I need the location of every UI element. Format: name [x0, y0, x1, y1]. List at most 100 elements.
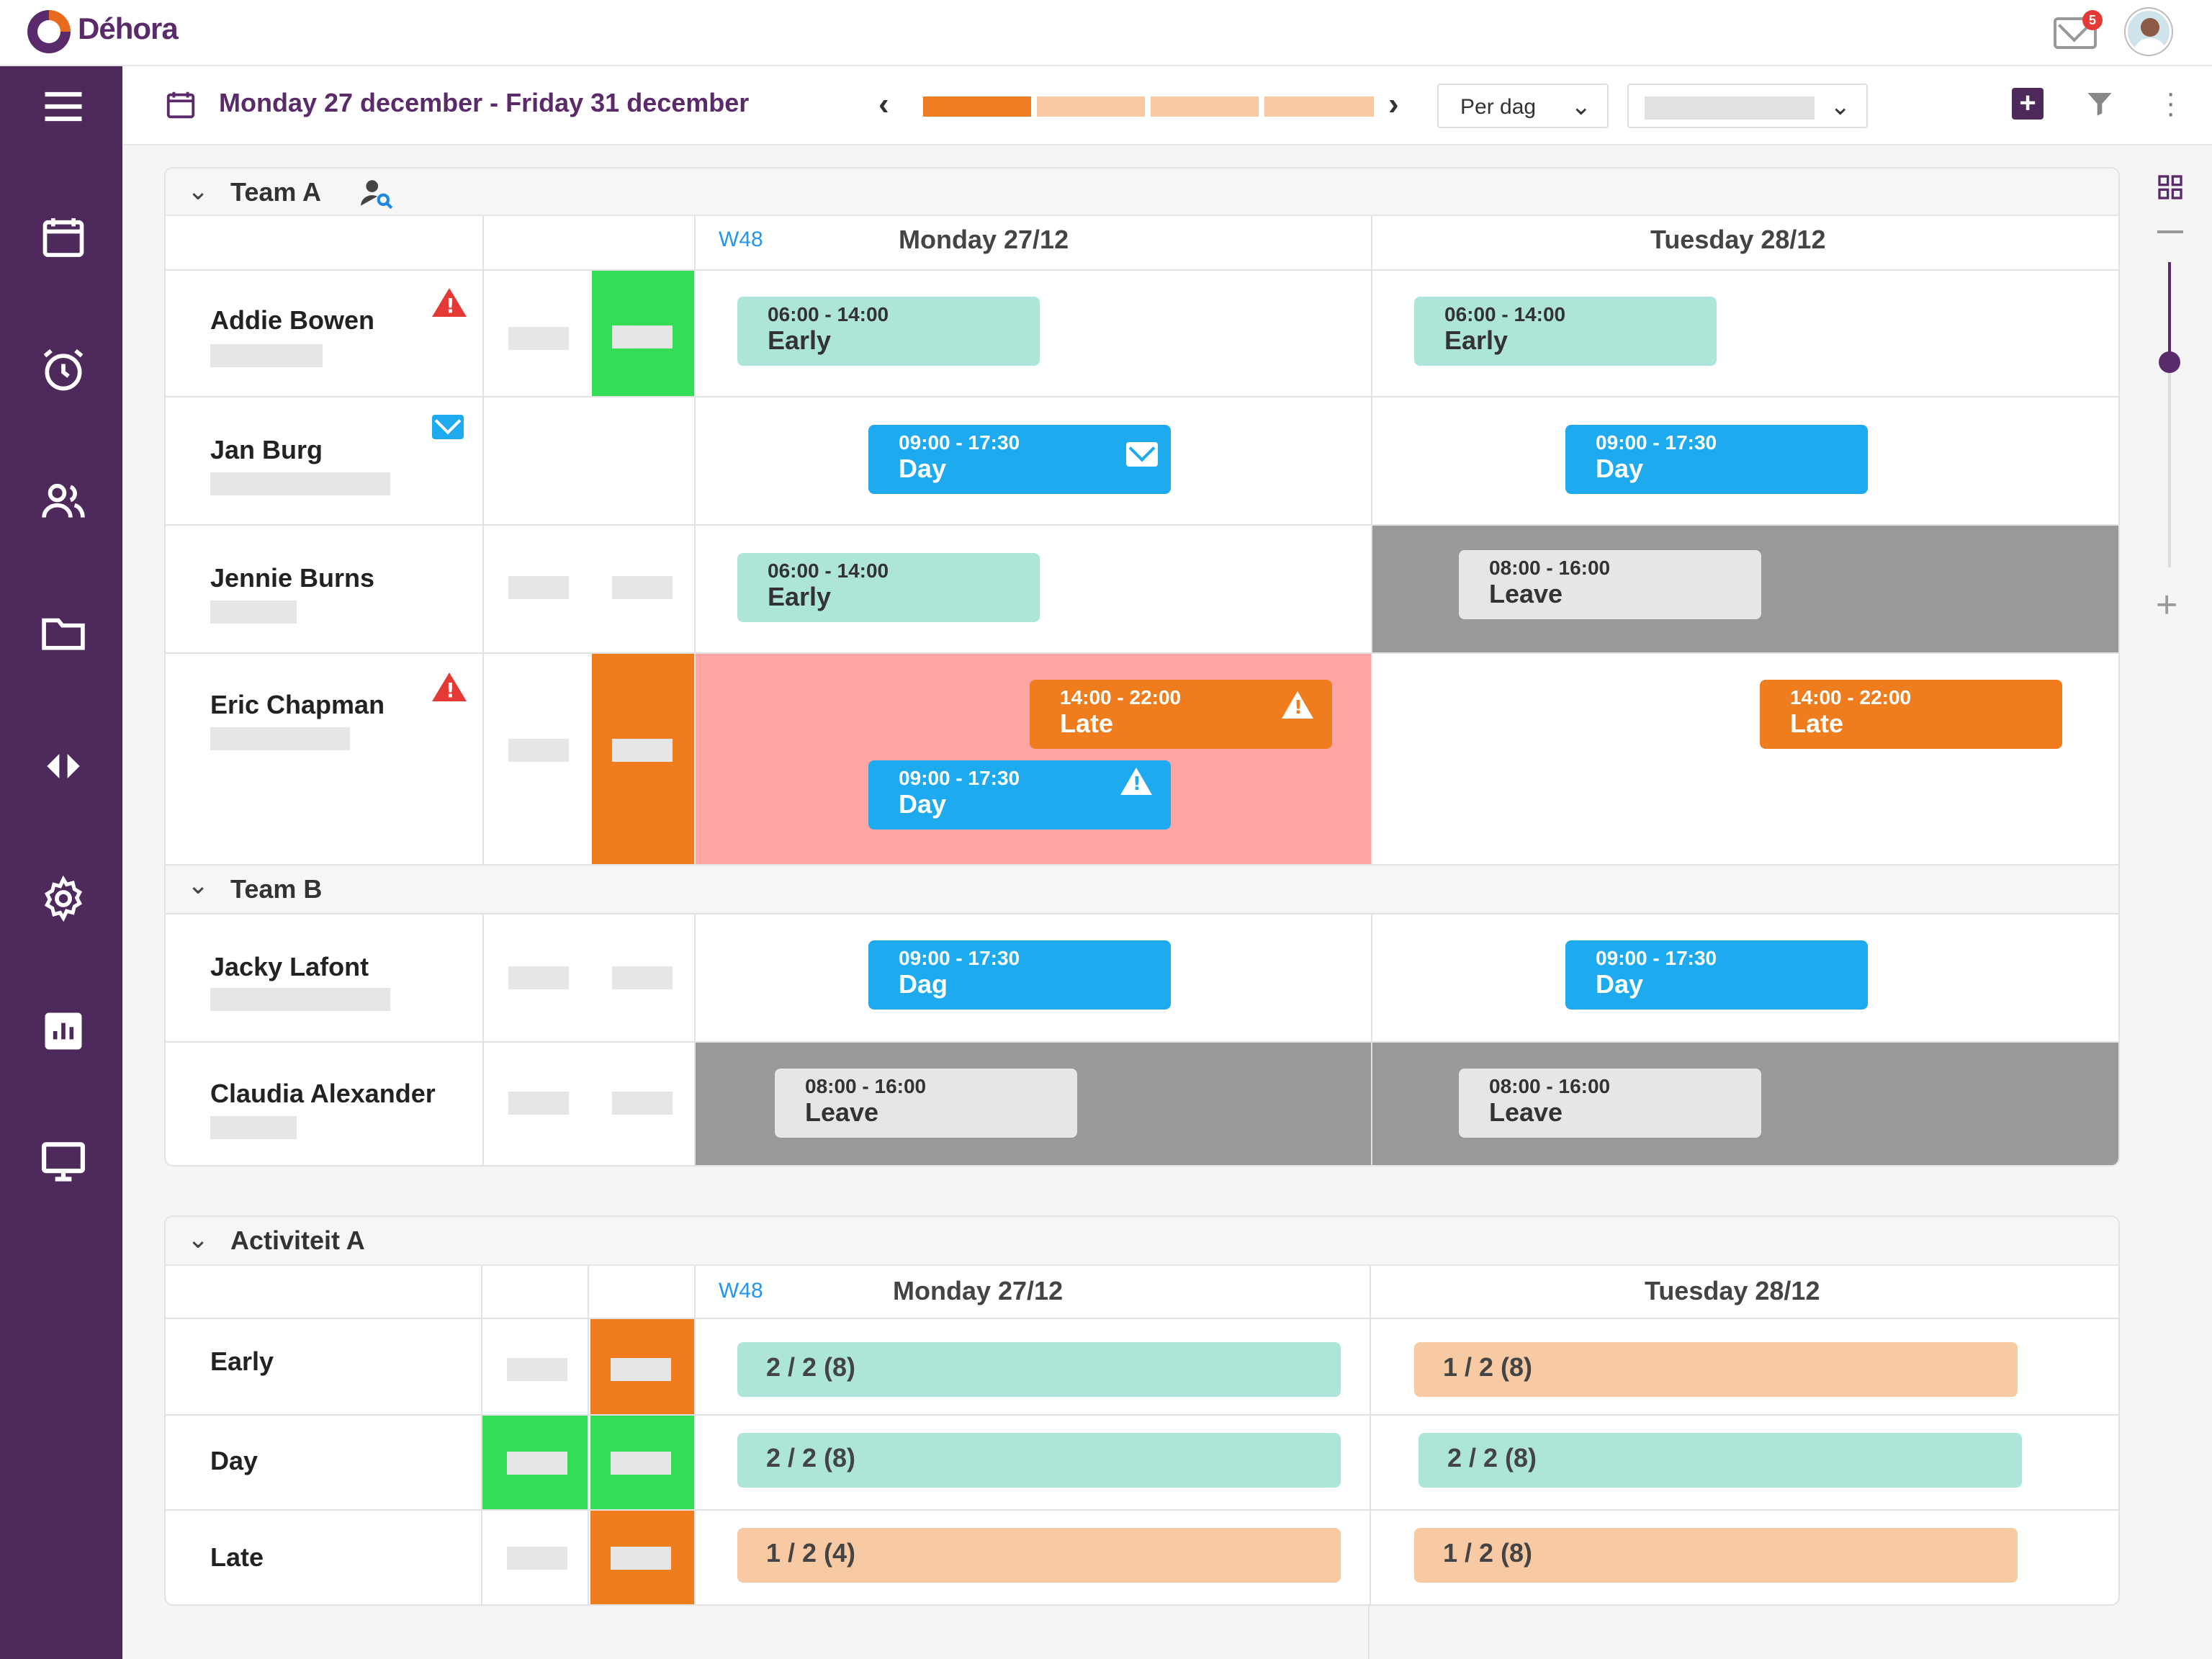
activity-panel: ⌄ Activiteit A W48 Monday 27/12 Tuesday … — [164, 1215, 2120, 1606]
stat-placeholder — [611, 1358, 671, 1381]
filter-select[interactable]: ⌄ — [1627, 84, 1868, 128]
employee-subtitle-placeholder — [210, 601, 297, 624]
monitor-icon[interactable] — [36, 1133, 91, 1188]
shift-card[interactable]: 14:00 - 22:00 Late — [1030, 680, 1332, 749]
zoom-slider-thumb[interactable] — [2159, 351, 2180, 373]
shift-card[interactable]: 09:00 - 17:30 Dag — [868, 940, 1171, 1010]
code-arrows-icon[interactable] — [36, 739, 91, 793]
week-segment-active[interactable] — [923, 96, 1031, 117]
shift-card[interactable]: 09:00 - 17:30 Day — [1565, 425, 1868, 494]
stat-placeholder — [507, 1358, 567, 1381]
stat-placeholder — [507, 1452, 567, 1475]
more-options-icon[interactable]: · · · — [2166, 77, 2176, 129]
message-icon[interactable] — [432, 415, 464, 439]
occupancy-bar[interactable]: 2 / 2 (8) — [737, 1342, 1341, 1397]
zoom-in-icon[interactable]: + — [2156, 584, 2178, 626]
warning-icon[interactable] — [1120, 768, 1152, 795]
shift-name: Early — [768, 325, 832, 355]
shift-name: Early — [768, 582, 832, 611]
shift-card[interactable]: 08:00 - 16:00 Leave — [775, 1069, 1077, 1138]
shift-card[interactable]: 14:00 - 22:00 Late — [1760, 680, 2062, 749]
view-mode-value: Per dag — [1460, 95, 1537, 119]
stat-placeholder — [508, 739, 569, 762]
divider — [166, 1318, 2118, 1319]
date-range-title[interactable]: Monday 27 december - Friday 31 december — [219, 88, 750, 117]
divider — [166, 269, 2118, 271]
employee-name[interactable]: Addie Bowen — [210, 305, 375, 335]
week-segment[interactable] — [1037, 96, 1145, 117]
occupancy-bar[interactable]: 1 / 2 (8) — [1414, 1528, 2018, 1583]
occupancy-bar[interactable]: 1 / 2 (4) — [737, 1528, 1341, 1583]
menu-icon[interactable] — [36, 79, 91, 134]
settings-icon[interactable] — [36, 871, 91, 926]
calendar-icon[interactable] — [36, 210, 91, 265]
divider — [694, 1266, 696, 1604]
shift-time: 09:00 - 17:30 — [899, 767, 1020, 789]
alarm-clock-icon[interactable] — [36, 343, 91, 397]
employee-name[interactable]: Jennie Burns — [210, 563, 375, 593]
week-number: W48 — [719, 1279, 763, 1303]
zoom-out-icon[interactable] — [2157, 230, 2183, 233]
user-search-icon[interactable] — [359, 176, 395, 212]
chevron-down-icon[interactable]: ⌄ — [187, 870, 210, 899]
employee-name[interactable]: Jacky Lafont — [210, 952, 369, 981]
day-header-monday: Monday 27/12 — [893, 1276, 1064, 1305]
warning-icon[interactable] — [432, 288, 467, 318]
shift-card[interactable]: 06:00 - 14:00 Early — [1414, 297, 1717, 366]
zoom-slider-track[interactable] — [2168, 262, 2171, 567]
shift-card[interactable]: 09:00 - 17:30 Day — [868, 425, 1171, 494]
divider — [1368, 1606, 1370, 1659]
message-icon[interactable] — [1126, 442, 1158, 467]
add-button[interactable]: + — [2012, 88, 2044, 120]
divider — [482, 216, 484, 1165]
people-icon[interactable] — [36, 474, 91, 529]
shift-time: 06:00 - 14:00 — [1444, 303, 1566, 325]
team-b-title: Team B — [230, 874, 323, 904]
shift-card[interactable]: 06:00 - 14:00 Early — [737, 297, 1040, 366]
grid-view-icon[interactable] — [2156, 173, 2185, 205]
shift-time: 09:00 - 17:30 — [1596, 947, 1717, 969]
bar-chart-icon[interactable] — [36, 1004, 91, 1058]
shift-time: 09:00 - 17:30 — [899, 947, 1020, 969]
warning-icon[interactable] — [432, 673, 467, 702]
week-segment[interactable] — [1264, 96, 1374, 117]
chevron-down-icon[interactable]: ⌄ — [187, 176, 210, 205]
divider — [166, 396, 2118, 397]
shift-card[interactable]: 09:00 - 17:30 Day — [868, 760, 1171, 830]
filter-icon[interactable] — [2085, 89, 2114, 118]
view-mode-select[interactable]: Per dag ⌄ — [1437, 84, 1609, 128]
occupancy-bar[interactable]: 1 / 2 (8) — [1414, 1342, 2018, 1397]
team-b-header[interactable] — [166, 866, 2118, 913]
user-avatar[interactable] — [2126, 9, 2172, 55]
activity-header[interactable]: ⌄ Activiteit A — [166, 1217, 2118, 1266]
chevron-right-icon[interactable]: › — [1388, 86, 1399, 122]
stat-placeholder — [612, 325, 673, 349]
stat-placeholder — [508, 576, 569, 599]
occupancy-bar[interactable]: 2 / 2 (8) — [1419, 1433, 2022, 1488]
employee-name[interactable]: Claudia Alexander — [210, 1079, 436, 1108]
shift-name: Leave — [805, 1097, 879, 1127]
shift-card[interactable]: 09:00 - 17:30 Day — [1565, 940, 1868, 1010]
chevron-down-icon[interactable]: ⌄ — [187, 1224, 210, 1254]
shift-card[interactable]: 06:00 - 14:00 Early — [737, 553, 1040, 622]
divider — [166, 913, 2118, 914]
mail-icon[interactable] — [2054, 17, 2097, 49]
chevron-left-icon[interactable]: ‹ — [878, 86, 889, 122]
warning-icon[interactable] — [1282, 691, 1313, 719]
shift-card[interactable]: 08:00 - 16:00 Leave — [1459, 1069, 1761, 1138]
employee-name[interactable]: Eric Chapman — [210, 690, 385, 719]
team-a-title: Team A — [230, 177, 322, 207]
calendar-icon[interactable] — [164, 88, 197, 122]
week-segment[interactable] — [1151, 96, 1259, 117]
shift-time: 06:00 - 14:00 — [768, 559, 889, 582]
shift-time: 08:00 - 16:00 — [805, 1075, 927, 1097]
team-a-header[interactable]: ⌄ Team A — [166, 168, 2118, 216]
shift-card[interactable]: 08:00 - 16:00 Leave — [1459, 550, 1761, 619]
stat-placeholder — [611, 1452, 671, 1475]
occupancy-bar[interactable]: 2 / 2 (8) — [737, 1433, 1341, 1488]
shift-time: 09:00 - 17:30 — [1596, 431, 1717, 454]
stat-placeholder — [508, 1092, 569, 1115]
employee-name[interactable]: Jan Burg — [210, 435, 323, 464]
folder-icon[interactable] — [36, 606, 91, 661]
week-number: W48 — [719, 228, 763, 251]
